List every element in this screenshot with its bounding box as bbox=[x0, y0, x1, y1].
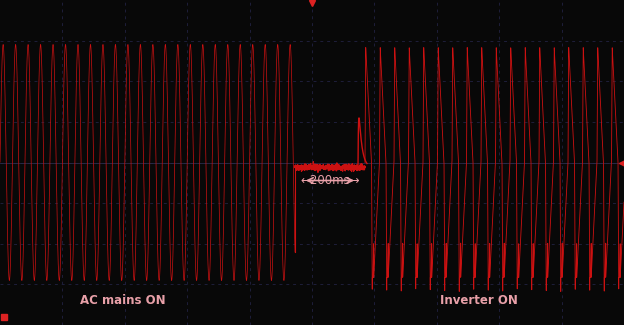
Text: AC mains ON: AC mains ON bbox=[80, 294, 165, 307]
Text: ←200ms→: ←200ms→ bbox=[300, 174, 360, 187]
Text: Inverter ON: Inverter ON bbox=[440, 294, 518, 307]
